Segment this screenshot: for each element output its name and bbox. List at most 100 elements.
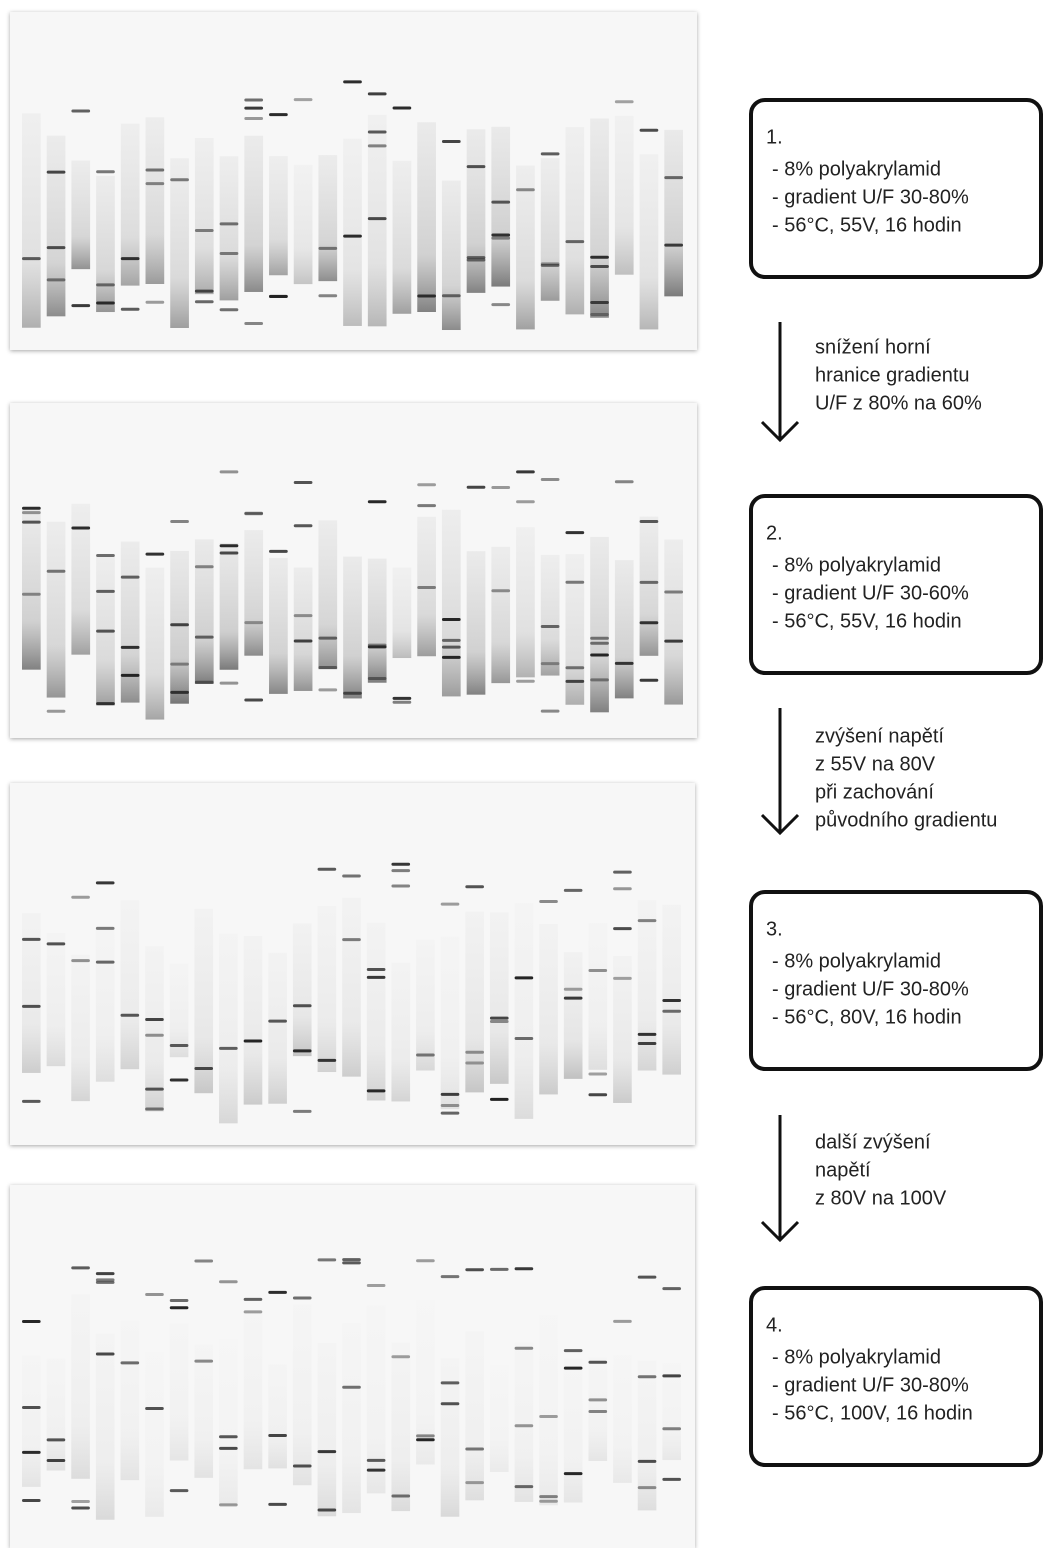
gel-band bbox=[145, 1033, 164, 1037]
gel-band bbox=[244, 106, 264, 110]
gel-band bbox=[170, 690, 189, 694]
gel-band bbox=[22, 1099, 41, 1103]
gel-band bbox=[417, 504, 436, 508]
gel-band bbox=[491, 303, 511, 307]
gel-band bbox=[194, 1259, 214, 1263]
gel-band bbox=[342, 1258, 361, 1262]
transition-line: zvýšení napětí bbox=[815, 725, 944, 747]
gel-band bbox=[540, 152, 560, 156]
gel-band bbox=[392, 700, 412, 704]
gel-band bbox=[46, 1458, 66, 1462]
gel-band bbox=[366, 1458, 386, 1462]
gel bbox=[10, 12, 697, 350]
gel-band bbox=[268, 1434, 287, 1438]
gel-lane bbox=[662, 904, 681, 1075]
gel-band bbox=[614, 661, 634, 665]
gel-band bbox=[639, 580, 659, 584]
gel-band bbox=[46, 709, 66, 713]
gel-lane bbox=[614, 560, 634, 699]
condition-line: - 56°C, 80V, 16 hodin bbox=[772, 1006, 962, 1028]
gel-band bbox=[664, 243, 683, 247]
gel-band bbox=[366, 967, 386, 971]
gel-lane bbox=[269, 156, 288, 276]
gel-band bbox=[391, 869, 411, 873]
gel-band bbox=[637, 1042, 657, 1046]
gel-band bbox=[613, 870, 632, 874]
gel-band bbox=[95, 1352, 115, 1356]
gel-band bbox=[96, 553, 115, 557]
gel-lane bbox=[219, 542, 239, 670]
gel-band bbox=[317, 1058, 337, 1062]
gel-band bbox=[194, 635, 214, 639]
gel-band bbox=[539, 1495, 558, 1499]
gel-band bbox=[95, 926, 115, 930]
gel-lane bbox=[440, 1358, 460, 1517]
gel-band bbox=[440, 1402, 460, 1406]
gel-lane bbox=[392, 567, 412, 659]
gel-band bbox=[588, 968, 608, 972]
condition-line: - 56°C, 100V, 16 hodin bbox=[772, 1402, 973, 1424]
gel-band bbox=[317, 1258, 337, 1262]
gel-band bbox=[366, 1283, 386, 1287]
gel-lane bbox=[637, 900, 657, 1071]
transition-line: napětí bbox=[815, 1159, 871, 1181]
gel-band bbox=[391, 884, 411, 888]
gel-band bbox=[441, 617, 461, 621]
gel-lane bbox=[318, 155, 338, 282]
gel-band bbox=[639, 128, 659, 132]
gel-lane bbox=[169, 1323, 189, 1461]
gel-band bbox=[46, 246, 66, 250]
gel-lane bbox=[293, 164, 313, 285]
gel-lane bbox=[71, 1294, 90, 1479]
transition-line: U/F z 80% na 60% bbox=[815, 392, 982, 414]
gel-lane bbox=[120, 900, 140, 1070]
gel-lane bbox=[539, 1315, 558, 1506]
gel-band bbox=[120, 645, 140, 649]
gel-band bbox=[440, 1275, 460, 1279]
panel-number: 2. bbox=[766, 522, 783, 544]
gel-band bbox=[441, 645, 461, 649]
gel-lane bbox=[367, 114, 387, 327]
gel-band bbox=[170, 662, 189, 666]
gel-band bbox=[293, 524, 313, 528]
gel-band bbox=[614, 100, 634, 104]
gel-band bbox=[563, 888, 583, 892]
gel-lane bbox=[343, 138, 362, 326]
gel-lane bbox=[194, 539, 214, 684]
gel-lane bbox=[639, 516, 659, 656]
gel-band bbox=[95, 881, 115, 885]
gel-band bbox=[539, 1414, 558, 1418]
arrow-head bbox=[760, 420, 800, 443]
gel-band bbox=[71, 1506, 90, 1510]
gel-band bbox=[514, 1424, 534, 1428]
gel-band bbox=[540, 709, 560, 713]
gel-lane bbox=[318, 520, 338, 670]
gel-band bbox=[317, 867, 337, 871]
gel-band bbox=[565, 531, 585, 535]
gel-band bbox=[22, 937, 41, 941]
gel-band bbox=[194, 300, 214, 304]
gel-band bbox=[71, 304, 91, 308]
gel-band bbox=[440, 1092, 460, 1096]
condition-line: - 8% polyakrylamid bbox=[772, 950, 941, 972]
gel-band bbox=[391, 862, 411, 866]
gel-lane bbox=[219, 156, 239, 301]
gel-band bbox=[637, 1375, 657, 1379]
gel-lane bbox=[145, 117, 165, 284]
gel-band bbox=[244, 512, 264, 516]
gel-band bbox=[367, 92, 387, 96]
gel-lane bbox=[219, 1339, 238, 1505]
gel-band bbox=[71, 526, 91, 530]
gel-band bbox=[613, 1319, 632, 1323]
gel-band bbox=[588, 1072, 608, 1076]
gel-lane bbox=[465, 1331, 484, 1501]
gel-band bbox=[563, 1472, 583, 1476]
gel-lane bbox=[539, 924, 558, 1095]
gel-band bbox=[71, 1500, 90, 1504]
gel-band bbox=[219, 1503, 238, 1507]
gel-lane bbox=[194, 138, 214, 295]
gel-band bbox=[244, 621, 264, 625]
gel-lane bbox=[71, 160, 91, 270]
gel-lane bbox=[563, 952, 583, 1079]
